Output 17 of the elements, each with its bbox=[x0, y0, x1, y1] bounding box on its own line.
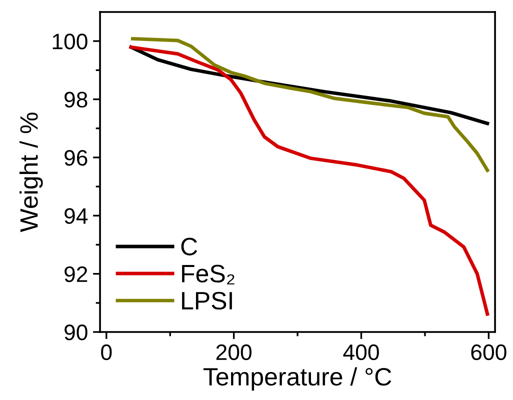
x-tick-label: 200 bbox=[216, 344, 252, 360]
x-axis-title: Temperature / °C bbox=[204, 367, 392, 391]
legend-label: FeS₂ bbox=[182, 264, 234, 284]
y-tick-label: 96 bbox=[64, 150, 88, 166]
legend-label: LPSI bbox=[182, 292, 232, 310]
x-tick-label: 0 bbox=[101, 344, 112, 360]
y-tick-label: 92 bbox=[64, 266, 88, 282]
y-tick-label: 90 bbox=[64, 324, 88, 340]
y-tick-label: 100 bbox=[52, 34, 88, 50]
y-tick-label: 98 bbox=[64, 92, 88, 108]
y-tick-label: 94 bbox=[64, 208, 88, 224]
line-series bbox=[129, 45, 490, 316]
y-axis-title: Weight / % bbox=[20, 112, 43, 232]
x-tick-label: 400 bbox=[343, 344, 379, 360]
line-series bbox=[130, 37, 490, 172]
legend-label: C bbox=[181, 238, 198, 256]
x-tick-label: 600 bbox=[471, 344, 506, 360]
